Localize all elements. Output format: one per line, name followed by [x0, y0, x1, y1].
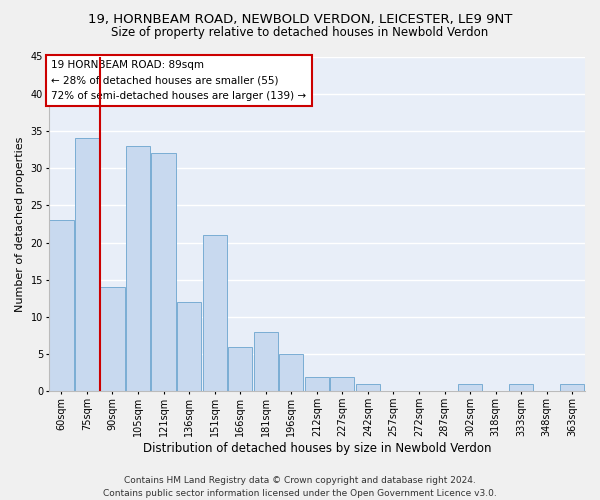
Bar	[100, 287, 125, 392]
Text: Contains HM Land Registry data © Crown copyright and database right 2024.
Contai: Contains HM Land Registry data © Crown c…	[103, 476, 497, 498]
Bar	[279, 354, 304, 392]
X-axis label: Distribution of detached houses by size in Newbold Verdon: Distribution of detached houses by size …	[143, 442, 491, 455]
Bar	[228, 346, 253, 392]
Bar	[126, 146, 150, 392]
Text: Size of property relative to detached houses in Newbold Verdon: Size of property relative to detached ho…	[112, 26, 488, 39]
Bar	[305, 376, 329, 392]
Bar	[177, 302, 201, 392]
Bar	[458, 384, 482, 392]
Bar	[509, 384, 533, 392]
Text: 19, HORNBEAM ROAD, NEWBOLD VERDON, LEICESTER, LE9 9NT: 19, HORNBEAM ROAD, NEWBOLD VERDON, LEICE…	[88, 12, 512, 26]
Bar	[560, 384, 584, 392]
Y-axis label: Number of detached properties: Number of detached properties	[15, 136, 25, 312]
Bar	[75, 138, 99, 392]
Bar	[203, 235, 227, 392]
Bar	[151, 153, 176, 392]
Bar	[330, 376, 355, 392]
Bar	[254, 332, 278, 392]
Bar	[356, 384, 380, 392]
Text: 19 HORNBEAM ROAD: 89sqm
← 28% of detached houses are smaller (55)
72% of semi-de: 19 HORNBEAM ROAD: 89sqm ← 28% of detache…	[51, 60, 307, 101]
Bar	[49, 220, 74, 392]
